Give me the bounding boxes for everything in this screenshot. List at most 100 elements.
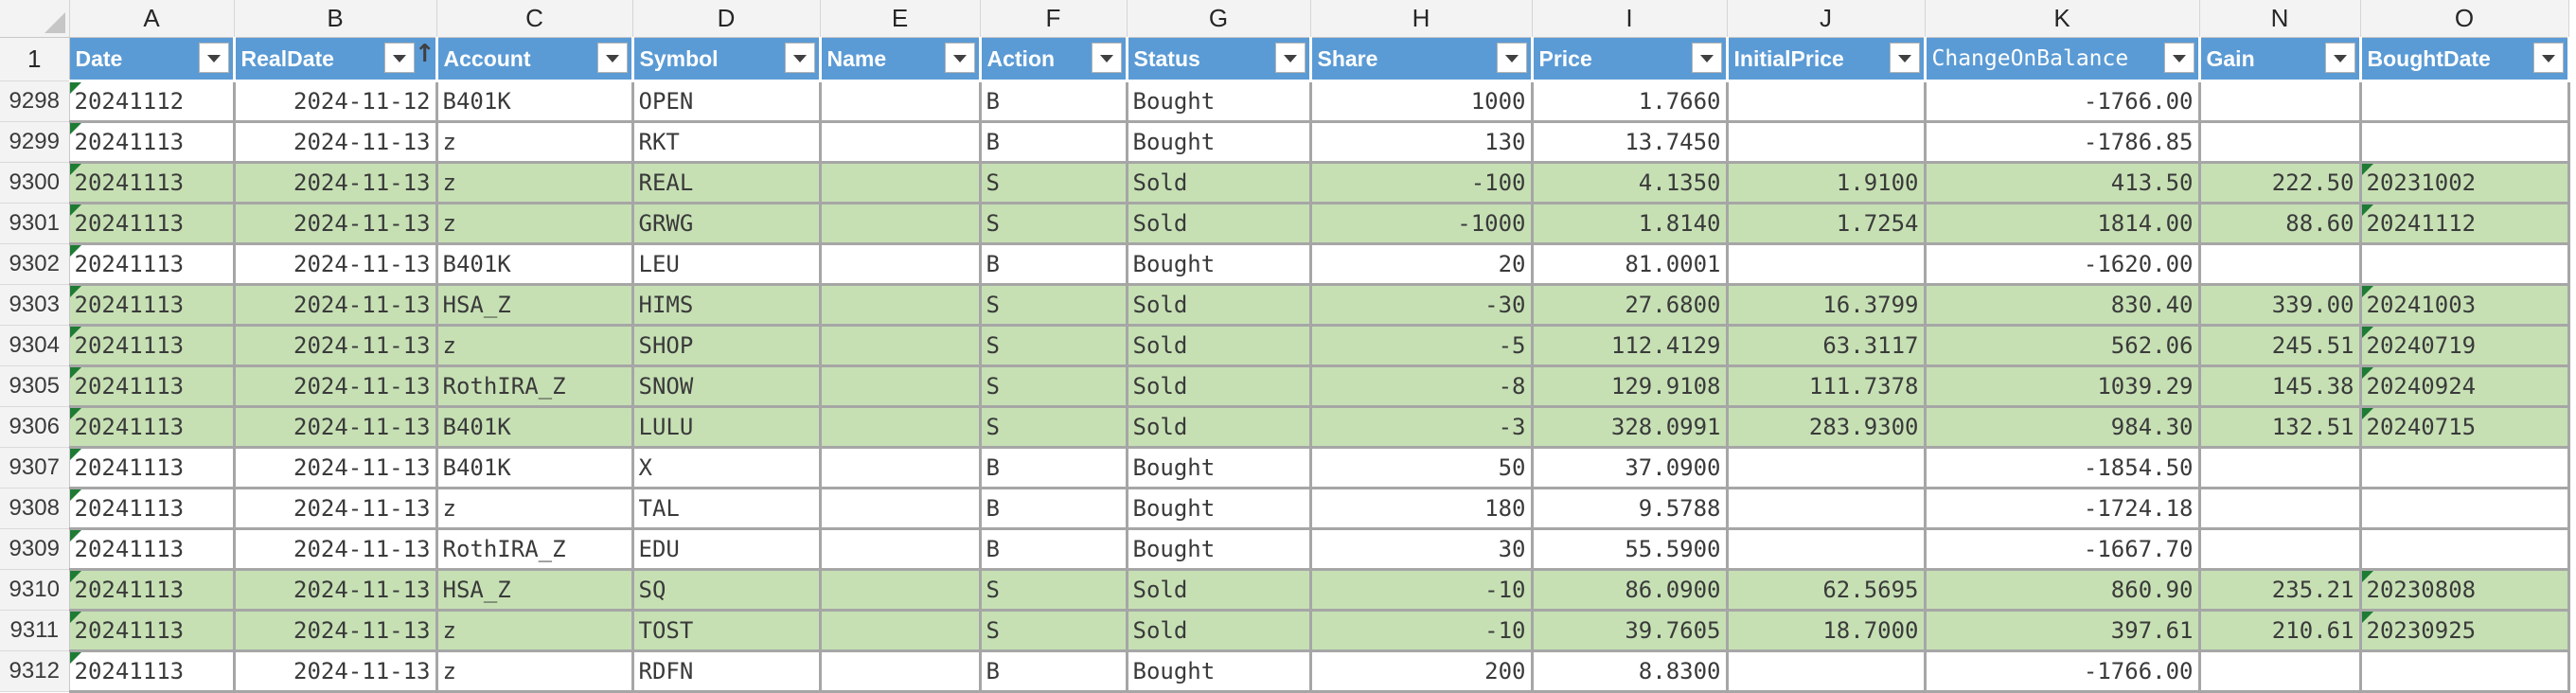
- column-letter-d[interactable]: D: [632, 0, 821, 38]
- cell-price[interactable]: 1.8140: [1532, 203, 1729, 245]
- cell-changeonbalance[interactable]: 562.06: [1925, 325, 2201, 367]
- cell-name[interactable]: [820, 569, 982, 612]
- cell-boughtdate[interactable]: 20240924: [2360, 365, 2570, 408]
- cell-gain[interactable]: [2199, 488, 2362, 530]
- cell-changeonbalance[interactable]: 860.90: [1925, 569, 2201, 612]
- cell-price[interactable]: 81.0001: [1532, 243, 1729, 286]
- cell-action[interactable]: S: [980, 406, 1128, 449]
- header-name[interactable]: Name: [820, 37, 982, 82]
- cell-status[interactable]: Bought: [1127, 80, 1312, 123]
- cell-account[interactable]: RothIRA_Z: [436, 365, 634, 408]
- row-number[interactable]: 9304: [0, 325, 70, 366]
- cell-date[interactable]: 20241113: [69, 610, 236, 652]
- cell-status[interactable]: Sold: [1127, 365, 1312, 408]
- cell-action[interactable]: B: [980, 528, 1128, 571]
- cell-changeonbalance[interactable]: -1724.18: [1925, 488, 2201, 530]
- cell-symbol[interactable]: SQ: [632, 569, 822, 612]
- cell-initialprice[interactable]: [1727, 488, 1927, 530]
- header-status[interactable]: Status: [1127, 37, 1312, 82]
- cell-symbol[interactable]: RKT: [632, 121, 822, 164]
- cell-share[interactable]: 200: [1310, 650, 1534, 693]
- cell-symbol[interactable]: REAL: [632, 162, 822, 204]
- cell-realdate[interactable]: 2024-11-13: [234, 365, 438, 408]
- cell-price[interactable]: 37.0900: [1532, 447, 1729, 489]
- cell-share[interactable]: -8: [1310, 365, 1534, 408]
- cell-realdate[interactable]: 2024-11-13: [234, 243, 438, 286]
- cell-initialprice[interactable]: [1727, 650, 1927, 693]
- cell-status[interactable]: Bought: [1127, 121, 1312, 164]
- cell-initialprice[interactable]: 111.7378: [1727, 365, 1927, 408]
- cell-status[interactable]: Bought: [1127, 243, 1312, 286]
- cell-date[interactable]: 20241113: [69, 243, 236, 286]
- row-number[interactable]: 9312: [0, 650, 70, 692]
- cell-date[interactable]: 20241113: [69, 569, 236, 612]
- cell-name[interactable]: [820, 243, 982, 286]
- cell-name[interactable]: [820, 80, 982, 123]
- row-number[interactable]: 9310: [0, 569, 70, 611]
- cell-name[interactable]: [820, 650, 982, 693]
- cell-realdate[interactable]: 2024-11-13: [234, 650, 438, 693]
- cell-action[interactable]: B: [980, 488, 1128, 530]
- cell-symbol[interactable]: TOST: [632, 610, 822, 652]
- cell-gain[interactable]: [2199, 528, 2362, 571]
- row-number[interactable]: 9299: [0, 121, 70, 163]
- cell-boughtdate[interactable]: [2360, 243, 2570, 286]
- filter-dropdown-icon[interactable]: [2324, 42, 2355, 73]
- cell-gain[interactable]: 132.51: [2199, 406, 2362, 449]
- header-realdate[interactable]: RealDate ↑: [234, 37, 438, 82]
- cell-price[interactable]: 86.0900: [1532, 569, 1729, 612]
- cell-changeonbalance[interactable]: -1620.00: [1925, 243, 2201, 286]
- cell-boughtdate[interactable]: [2360, 650, 2570, 693]
- filter-dropdown-icon[interactable]: [1274, 42, 1306, 73]
- cell-price[interactable]: 328.0991: [1532, 406, 1729, 449]
- cell-date[interactable]: 20241113: [69, 203, 236, 245]
- cell-status[interactable]: Bought: [1127, 447, 1312, 489]
- column-letter-k[interactable]: K: [1925, 0, 2200, 38]
- cell-date[interactable]: 20241113: [69, 121, 236, 164]
- filter-dropdown-icon[interactable]: [784, 42, 815, 73]
- cell-gain[interactable]: 245.51: [2199, 325, 2362, 367]
- cell-realdate[interactable]: 2024-11-13: [234, 447, 438, 489]
- cell-share[interactable]: 1000: [1310, 80, 1534, 123]
- cell-price[interactable]: 39.7605: [1532, 610, 1729, 652]
- row-number[interactable]: 9298: [0, 80, 70, 122]
- cell-status[interactable]: Sold: [1127, 610, 1312, 652]
- filter-dropdown-icon[interactable]: [1691, 42, 1722, 73]
- cell-date[interactable]: 20241113: [69, 162, 236, 204]
- cell-name[interactable]: [820, 447, 982, 489]
- cell-boughtdate[interactable]: [2360, 528, 2570, 571]
- cell-status[interactable]: Bought: [1127, 488, 1312, 530]
- cell-realdate[interactable]: 2024-11-13: [234, 325, 438, 367]
- cell-action[interactable]: S: [980, 610, 1128, 652]
- cell-share[interactable]: -5: [1310, 325, 1534, 367]
- cell-account[interactable]: B401K: [436, 406, 634, 449]
- cell-account[interactable]: HSA_Z: [436, 284, 634, 327]
- cell-status[interactable]: Sold: [1127, 325, 1312, 367]
- cell-share[interactable]: -10: [1310, 569, 1534, 612]
- cell-action[interactable]: S: [980, 162, 1128, 204]
- cell-realdate[interactable]: 2024-11-13: [234, 406, 438, 449]
- cell-account[interactable]: B401K: [436, 447, 634, 489]
- filter-dropdown-icon[interactable]: [1496, 42, 1527, 73]
- cell-gain[interactable]: [2199, 80, 2362, 123]
- cell-share[interactable]: 20: [1310, 243, 1534, 286]
- cell-changeonbalance[interactable]: 397.61: [1925, 610, 2201, 652]
- cell-symbol[interactable]: LULU: [632, 406, 822, 449]
- column-letter-j[interactable]: J: [1727, 0, 1926, 38]
- cell-account[interactable]: z: [436, 488, 634, 530]
- column-letter-n[interactable]: N: [2199, 0, 2361, 38]
- cell-symbol[interactable]: SNOW: [632, 365, 822, 408]
- filter-dropdown-icon[interactable]: [1889, 42, 1920, 73]
- cell-boughtdate[interactable]: [2360, 121, 2570, 164]
- cell-account[interactable]: z: [436, 325, 634, 367]
- column-letter-c[interactable]: C: [436, 0, 633, 38]
- cell-name[interactable]: [820, 203, 982, 245]
- row-number[interactable]: 9302: [0, 243, 70, 285]
- cell-changeonbalance[interactable]: -1667.70: [1925, 528, 2201, 571]
- cell-gain[interactable]: 88.60: [2199, 203, 2362, 245]
- cell-realdate[interactable]: 2024-11-13: [234, 203, 438, 245]
- column-letter-o[interactable]: O: [2360, 0, 2569, 38]
- column-letter-e[interactable]: E: [820, 0, 981, 38]
- cell-realdate[interactable]: 2024-11-13: [234, 528, 438, 571]
- cell-name[interactable]: [820, 528, 982, 571]
